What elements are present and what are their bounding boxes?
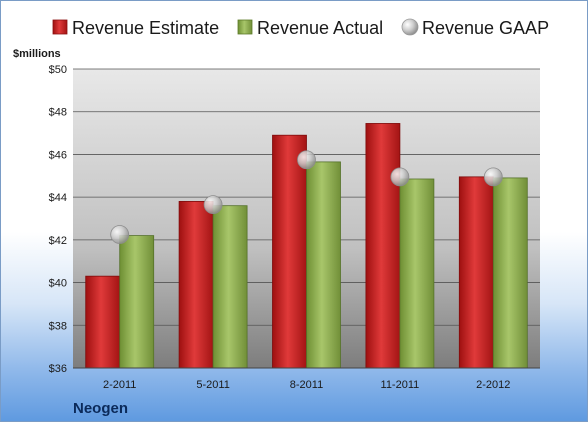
bar-estimate <box>365 123 401 369</box>
bar-actual <box>492 177 528 369</box>
marker-gaap <box>390 167 410 187</box>
bar-estimate <box>178 201 214 369</box>
y-tick-label: $36 <box>49 363 67 375</box>
marker-gaap <box>110 225 130 244</box>
legend-swatch-estimate <box>52 19 68 35</box>
y-tick-label: $46 <box>49 149 67 161</box>
legend-swatch-actual <box>237 19 253 35</box>
bar-estimate <box>272 134 307 369</box>
gaap-markers <box>110 150 503 244</box>
bar-actual <box>119 235 155 369</box>
y-tick-label: $38 <box>49 320 67 332</box>
x-tick-label: 11-2011 <box>381 379 420 391</box>
x-tick-label: 2-2012 <box>476 379 510 391</box>
bars <box>85 123 528 369</box>
marker-gaap <box>297 150 316 170</box>
x-tick-label: 5-2011 <box>196 379 229 391</box>
marker-gaap <box>203 195 223 215</box>
y-tick-label: $42 <box>49 235 67 247</box>
company-name: Neogen <box>73 400 128 417</box>
bar-actual <box>399 178 435 369</box>
bar-estimate <box>85 275 121 369</box>
unit-label: $millions <box>13 48 61 60</box>
x-axis-ticks: 2-2011 5-2011 8-2011 11-2011 2-2012 <box>73 367 540 391</box>
y-tick-label: $50 <box>49 64 67 76</box>
y-tick-label: $48 <box>49 107 67 119</box>
legend-label-gaap: Revenue GAAP <box>422 18 549 38</box>
x-tick-label: 2-2011 <box>103 379 136 391</box>
marker-gaap <box>483 167 503 187</box>
y-tick-label: $44 <box>49 192 67 204</box>
bar-actual <box>306 161 341 369</box>
y-tick-label: $40 <box>49 278 67 290</box>
legend-marker-gaap <box>401 18 419 36</box>
y-axis-ticks: $36 $38 $40 $42 $44 $46 $48 $50 <box>49 64 67 375</box>
bar-actual <box>212 205 248 369</box>
legend-label-actual: Revenue Actual <box>257 18 383 38</box>
legend-label-estimate: Revenue Estimate <box>72 18 219 38</box>
x-tick-label: 8-2011 <box>290 379 323 391</box>
legend: Revenue Estimate Revenue Actual Revenue … <box>52 18 549 38</box>
bar-estimate <box>458 176 494 369</box>
